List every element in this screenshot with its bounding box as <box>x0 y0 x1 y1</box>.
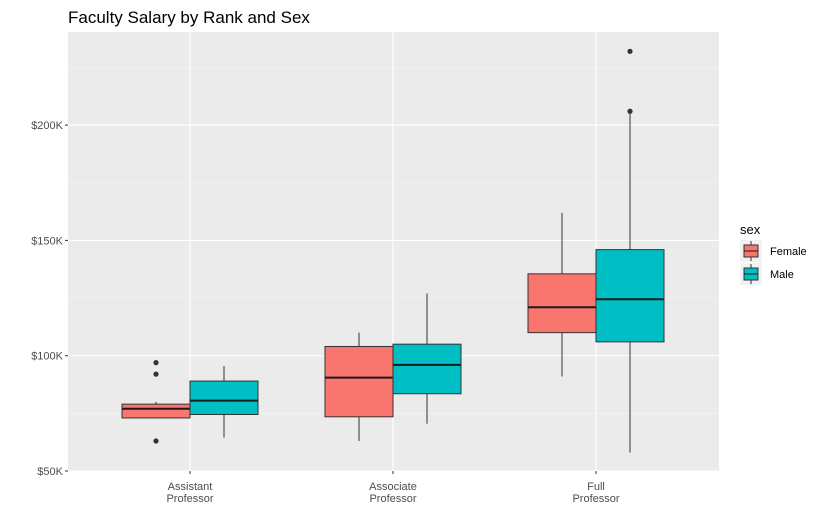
y-tick-label: $100K <box>31 351 63 363</box>
box-iqr <box>189 380 259 416</box>
x-tick-label: Professor <box>572 493 619 505</box>
box-male <box>189 366 259 438</box>
x-axis: AssistantProfessorAssociateProfessorFull… <box>166 471 620 505</box>
box-male <box>595 48 665 453</box>
box-female <box>527 212 597 377</box>
outlier-point <box>627 108 633 114</box>
y-axis: $50K $100K $150K $200K <box>31 120 68 478</box>
chart-title: Faculty Salary by Rank and Sex <box>68 8 310 27</box>
box-iqr <box>324 345 394 418</box>
outlier-point <box>153 360 159 366</box>
y-tick-label: $200K <box>31 120 63 132</box>
outlier-point <box>153 371 159 377</box>
x-tick-label: Associate <box>369 481 417 493</box>
boxes <box>121 48 665 453</box>
legend: sex Female Male <box>740 222 807 285</box>
box-iqr <box>595 249 665 343</box>
box-iqr <box>527 273 597 334</box>
box-female <box>121 360 191 444</box>
outlier-point <box>627 48 633 54</box>
x-tick-label: Full <box>587 481 605 493</box>
box-male <box>392 293 462 424</box>
x-tick-label: Professor <box>166 493 213 505</box>
x-tick-label: Assistant <box>168 481 213 493</box>
legend-label-female: Female <box>770 246 807 258</box>
y-tick-label: $150K <box>31 235 63 247</box>
x-tick-label: Professor <box>369 493 416 505</box>
box-female <box>324 332 394 442</box>
box-iqr <box>121 403 191 419</box>
box-iqr <box>392 343 462 395</box>
legend-title: sex <box>740 222 761 237</box>
outlier-point <box>153 438 159 444</box>
y-tick-label: $50K <box>37 466 63 478</box>
legend-label-male: Male <box>770 269 794 281</box>
